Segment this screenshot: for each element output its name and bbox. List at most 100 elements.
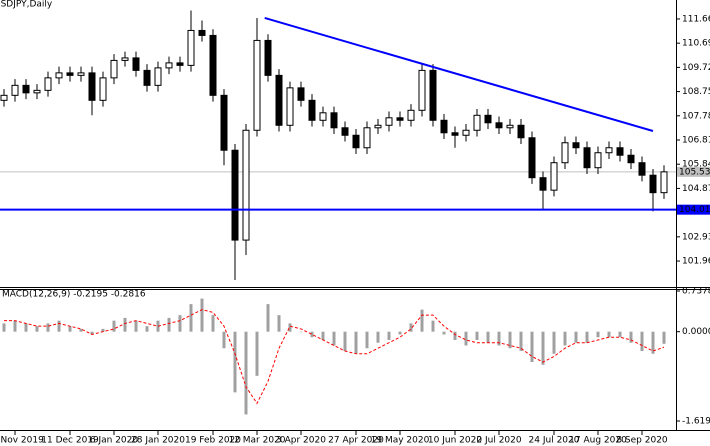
y-tick-label: 106.810 xyxy=(682,136,710,146)
macd-bar xyxy=(519,331,523,351)
macd-bar xyxy=(530,331,534,363)
candle-body xyxy=(616,147,624,156)
x-tick-label: 12 Mar 2020 xyxy=(228,436,285,446)
candle-body xyxy=(154,67,162,86)
macd-bar xyxy=(354,331,358,354)
candle-body xyxy=(363,127,371,149)
candle-body xyxy=(330,112,338,129)
candle-body xyxy=(88,72,96,101)
candle-body xyxy=(209,34,217,96)
candle-body xyxy=(638,162,646,176)
macd-bar xyxy=(90,331,94,335)
candle-body xyxy=(583,147,591,169)
macd-bar xyxy=(475,331,479,340)
macd-bar xyxy=(486,331,490,343)
candle-body xyxy=(484,114,492,124)
macd-bar xyxy=(79,328,83,332)
macd-bar xyxy=(101,328,105,332)
candle-body xyxy=(253,39,261,131)
candle-body xyxy=(132,57,140,71)
macd-bar xyxy=(2,323,6,332)
macd-bar xyxy=(310,331,314,338)
y-tick-label: 110.690 xyxy=(682,39,710,49)
macd-bar xyxy=(299,331,303,333)
macd-bar xyxy=(607,331,611,338)
macd-bar xyxy=(585,331,589,343)
candle-body xyxy=(11,84,19,96)
candle-body xyxy=(528,137,536,179)
macd-bar xyxy=(244,331,248,415)
candle-body xyxy=(594,152,602,169)
macd-bar xyxy=(497,331,501,346)
macd-bar xyxy=(596,331,600,338)
candle-body xyxy=(572,142,580,149)
candle-body xyxy=(462,129,470,136)
candle-body xyxy=(22,84,30,94)
indicator-label: MACD(12,26,9) -0.2195 -0.2816 xyxy=(2,290,146,300)
candle-body xyxy=(374,124,382,129)
macd-bar xyxy=(365,331,369,349)
candle-body xyxy=(451,132,459,136)
macd-bar xyxy=(651,331,655,354)
macd-bar xyxy=(68,326,72,332)
macd-bar xyxy=(123,317,127,332)
x-tick-label: 17 Aug 2020 xyxy=(569,436,627,446)
macd-bar xyxy=(420,309,424,332)
candle-body xyxy=(231,149,239,241)
x-tick-label: 6 Jan 2020 xyxy=(90,436,138,446)
x-tick-label: 11 Dec 2019 xyxy=(41,436,99,446)
x-tick-label: 24 Jul 2020 xyxy=(529,436,580,446)
macd-bar xyxy=(552,331,556,354)
macd-bar xyxy=(321,331,325,340)
macd-bar xyxy=(178,315,182,332)
candle-body xyxy=(99,77,107,101)
candle-body xyxy=(198,29,206,36)
x-tick-label: 2 Jul 2020 xyxy=(476,436,521,446)
candle-body xyxy=(297,87,305,101)
candle-body xyxy=(275,74,283,126)
candle-body xyxy=(495,122,503,129)
macd-bar xyxy=(112,320,116,332)
candle-body xyxy=(396,117,404,121)
candle-body xyxy=(66,72,74,76)
macd-bar xyxy=(233,331,237,393)
current-price-box xyxy=(677,166,710,177)
candle-body xyxy=(550,162,558,191)
macd-bar xyxy=(442,331,446,335)
candle-body xyxy=(440,119,448,134)
macd-bar xyxy=(387,331,391,340)
macd-bar xyxy=(662,331,666,344)
current-price-label: 105.534 xyxy=(679,167,710,177)
macd-bar xyxy=(211,315,215,332)
macd-bar xyxy=(332,331,336,346)
candle-body xyxy=(341,127,349,136)
y-tick-label: 105.840 xyxy=(682,160,710,170)
support-label: 104.019 xyxy=(679,205,710,215)
candle-body xyxy=(561,142,569,164)
macd-bar xyxy=(46,323,50,332)
macd-bar xyxy=(277,315,281,332)
macd-bar xyxy=(508,331,512,349)
macd-bar xyxy=(541,331,545,365)
x-tick-label: 3 Apr 2020 xyxy=(276,436,326,446)
macd-bar xyxy=(343,331,347,351)
macd-bar xyxy=(563,331,567,346)
macd-bar xyxy=(145,326,149,332)
y-tick-label: 108.750 xyxy=(682,87,710,97)
macd-bar xyxy=(266,304,270,332)
x-tick-label: 29 Nov 2019 xyxy=(0,436,44,446)
macd-bar xyxy=(134,320,138,332)
candle-body xyxy=(319,112,327,121)
x-tick-label: 10 Jun 2020 xyxy=(428,436,482,446)
candle-body xyxy=(220,94,228,151)
candle-body xyxy=(176,62,184,66)
candle-body xyxy=(143,69,151,86)
y-tick-label: 109.720 xyxy=(682,63,710,73)
candle-body xyxy=(110,59,118,79)
trendline xyxy=(264,17,654,132)
macd-bar xyxy=(629,331,633,343)
candle-body xyxy=(539,177,547,191)
support-label-box xyxy=(677,204,710,215)
y-tick-label: 111.660 xyxy=(682,14,710,24)
candle-body xyxy=(627,154,635,164)
